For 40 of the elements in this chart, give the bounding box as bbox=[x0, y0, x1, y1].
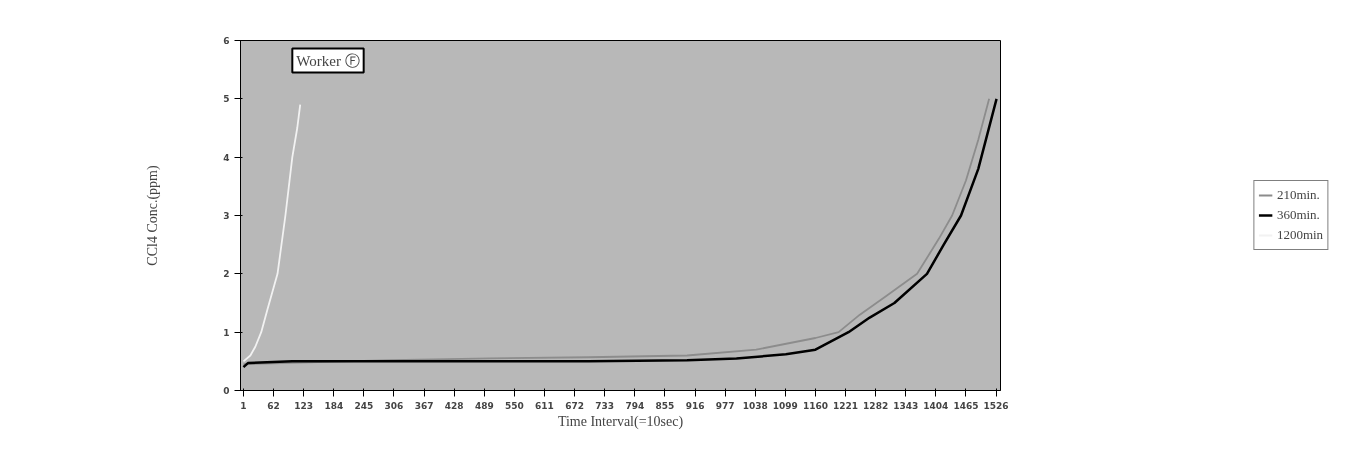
x-tick-label: 428 bbox=[444, 400, 464, 411]
y-tick-label: 1 bbox=[223, 327, 230, 338]
x-tick-label: 611 bbox=[535, 400, 554, 411]
x-tick-label: 1099 bbox=[772, 400, 798, 411]
x-tick-label: 1343 bbox=[893, 400, 919, 411]
x-tick-label: 1160 bbox=[802, 400, 828, 411]
x-tick-label: 62 bbox=[267, 400, 280, 411]
x-tick-label: 855 bbox=[655, 400, 675, 411]
y-tick-label: 4 bbox=[223, 152, 230, 163]
x-tick-label: 1465 bbox=[953, 400, 979, 411]
x-tick-label: 733 bbox=[595, 400, 615, 411]
x-tick-label: 184 bbox=[324, 400, 344, 411]
y-tick-label: 0 bbox=[223, 386, 230, 396]
y-tick-label: 2 bbox=[223, 269, 230, 280]
x-tick-label: 123 bbox=[294, 400, 314, 411]
y-tick-label: 3 bbox=[223, 211, 230, 221]
x-tick-label: 916 bbox=[685, 400, 705, 411]
x-tick-label: 550 bbox=[505, 400, 524, 411]
x-tick-label: 245 bbox=[354, 400, 374, 411]
y-tick-label: 5 bbox=[223, 94, 230, 105]
x-tick-label: 489 bbox=[474, 400, 494, 411]
line-series bbox=[242, 103, 302, 363]
x-tick-label: 1404 bbox=[923, 400, 949, 411]
x-tick-label: 1 bbox=[240, 400, 247, 411]
y-axis-title: CCl4 Conc.(ppm) bbox=[145, 165, 162, 266]
legend-label: 360min. bbox=[1276, 207, 1320, 223]
x-tick-label: 306 bbox=[384, 400, 404, 411]
x-tick-label: 1038 bbox=[742, 400, 768, 411]
x-tick-label: 367 bbox=[414, 400, 434, 411]
y-tick-label: 6 bbox=[223, 36, 230, 46]
x-tick-label: 977 bbox=[715, 400, 735, 411]
annotation: Worker Ⓕ bbox=[296, 52, 360, 69]
x-axis-title: Time Interval(=10sec) bbox=[557, 413, 684, 430]
x-tick-label: 1526 bbox=[983, 400, 1009, 411]
legend-label: 210min. bbox=[1276, 187, 1320, 203]
x-tick-label: 794 bbox=[625, 400, 645, 411]
legend-label: 1200min bbox=[1276, 227, 1324, 243]
x-tick-label: 1282 bbox=[863, 400, 889, 411]
x-tick-label: 1221 bbox=[833, 400, 859, 411]
x-tick-label: 672 bbox=[565, 400, 585, 411]
